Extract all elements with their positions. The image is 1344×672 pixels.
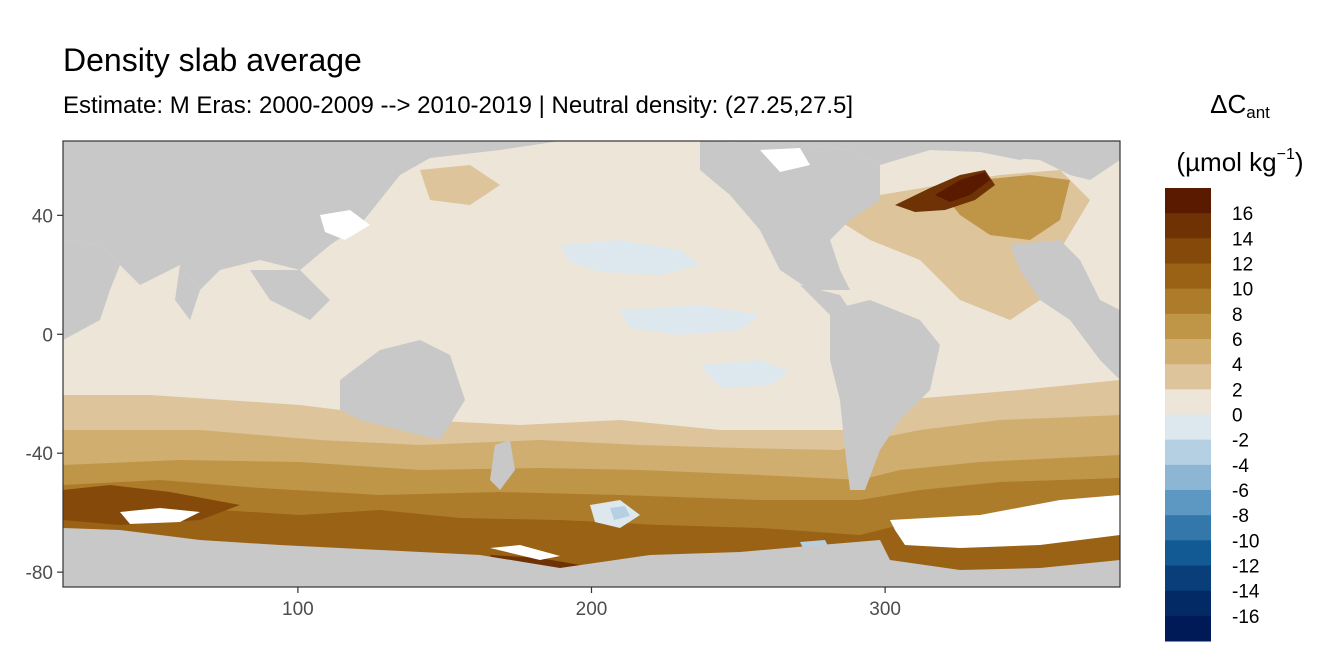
colorbar-swatch (1165, 515, 1211, 541)
chart-subtitle: Estimate: M Eras: 2000-2009 --> 2010-201… (63, 92, 854, 119)
map-layers (63, 141, 1120, 587)
land-greenland (1000, 141, 1120, 180)
ocean-negative-patch-2 (620, 305, 760, 335)
colorbar-swatch (1165, 389, 1211, 415)
colorbar-label: -2 (1232, 431, 1249, 452)
colorbar-swatch (1165, 565, 1211, 592)
ocean-labrador-hotspot (935, 172, 990, 202)
ice-weddell-sea (890, 495, 1120, 548)
colorbar-label: 0 (1232, 406, 1243, 427)
colorbar-label: 2 (1232, 380, 1243, 401)
colorbar-swatch (1165, 540, 1211, 566)
land-new-zealand (490, 440, 515, 490)
colorbar-label: -6 (1232, 481, 1249, 502)
land-africa-west (1010, 240, 1120, 380)
colorbar-swatch (1165, 213, 1211, 239)
colorbar-label: 14 (1232, 229, 1254, 250)
x-tick-label: 300 (869, 599, 901, 620)
land-india (175, 265, 200, 320)
land-africa-arabia (63, 240, 120, 340)
colorbar-label: -12 (1232, 557, 1259, 578)
legend-title: ΔCant (µmol kg−1) (1150, 84, 1330, 184)
colorbar-swatch (1165, 263, 1211, 290)
colorbar-label: -16 (1232, 607, 1259, 628)
colorbar-swatch (1165, 439, 1211, 466)
land-antarctica (63, 528, 1120, 587)
colorbar-swatch (1165, 490, 1211, 516)
ice-south-indian (120, 508, 200, 524)
ocean-weddell-margin (885, 535, 1120, 568)
ocean-north-pacific-2-4 (420, 165, 500, 205)
y-tick-label: -80 (26, 563, 53, 584)
ocean-south-indian-dark (63, 485, 240, 525)
colorbar-label: 6 (1232, 330, 1243, 351)
legend-title-close: ) (1294, 147, 1304, 177)
land-southeast-asia (250, 270, 330, 320)
colorbar-label: -14 (1232, 582, 1260, 603)
ocean-negative-patch-3 (700, 360, 790, 388)
colorbar-swatch (1165, 339, 1211, 365)
colorbar: 16 14 12 10 8 6 4 2 0 -2 -4 -6 -8 -10 -12 -14 -16 (1165, 188, 1260, 642)
legend-title-subscript: ant (1246, 103, 1270, 122)
ice-okhotsk (320, 210, 370, 240)
colorbar-label: 10 (1232, 280, 1253, 301)
ocean-negative-patch-5 (610, 506, 630, 520)
legend-title-superscript: −1 (1276, 146, 1295, 163)
land-australia (340, 340, 465, 440)
ocean-negative-patch-1 (560, 240, 700, 275)
colorbar-label: -8 (1232, 506, 1249, 527)
colorbar-label: 12 (1232, 255, 1253, 276)
colorbar-label: -4 (1232, 456, 1249, 477)
legend-title-line1: ΔCant (1150, 84, 1330, 133)
colorbar-swatch (1165, 364, 1211, 390)
colorbar-label: 8 (1232, 305, 1243, 326)
colorbar-swatch (1165, 188, 1211, 214)
colorbar-label: 16 (1232, 204, 1253, 225)
land-asia-north (63, 141, 1120, 290)
land-south-america (830, 300, 940, 490)
colorbar-swatch (1165, 464, 1211, 491)
legend-title-unit: (µmol kg (1176, 147, 1277, 177)
ice-hudson (760, 148, 810, 172)
x-tick-label: 200 (576, 599, 608, 620)
y-tick-label: 0 (42, 325, 53, 346)
colorbar-swatch (1165, 238, 1211, 264)
colorbar-swatch (1165, 313, 1211, 340)
chart-title: Density slab average (63, 42, 362, 78)
y-tick-label: -40 (26, 444, 53, 465)
ice-ross-sea (490, 545, 560, 560)
colorbar-label: 4 (1232, 355, 1243, 376)
land-central-america (800, 285, 850, 315)
land-north-america (700, 141, 880, 290)
colorbar-swatch (1165, 288, 1211, 315)
legend-title-line2: (µmol kg−1) (1150, 133, 1330, 184)
x-tick-label: 100 (282, 599, 314, 620)
colorbar-swatch (1165, 414, 1211, 441)
y-tick-label: 40 (32, 206, 53, 227)
legend-title-symbol: ΔC (1210, 89, 1247, 119)
colorbar-label: -10 (1232, 531, 1259, 552)
colorbar-swatch (1165, 615, 1211, 642)
colorbar-swatch (1165, 590, 1211, 617)
